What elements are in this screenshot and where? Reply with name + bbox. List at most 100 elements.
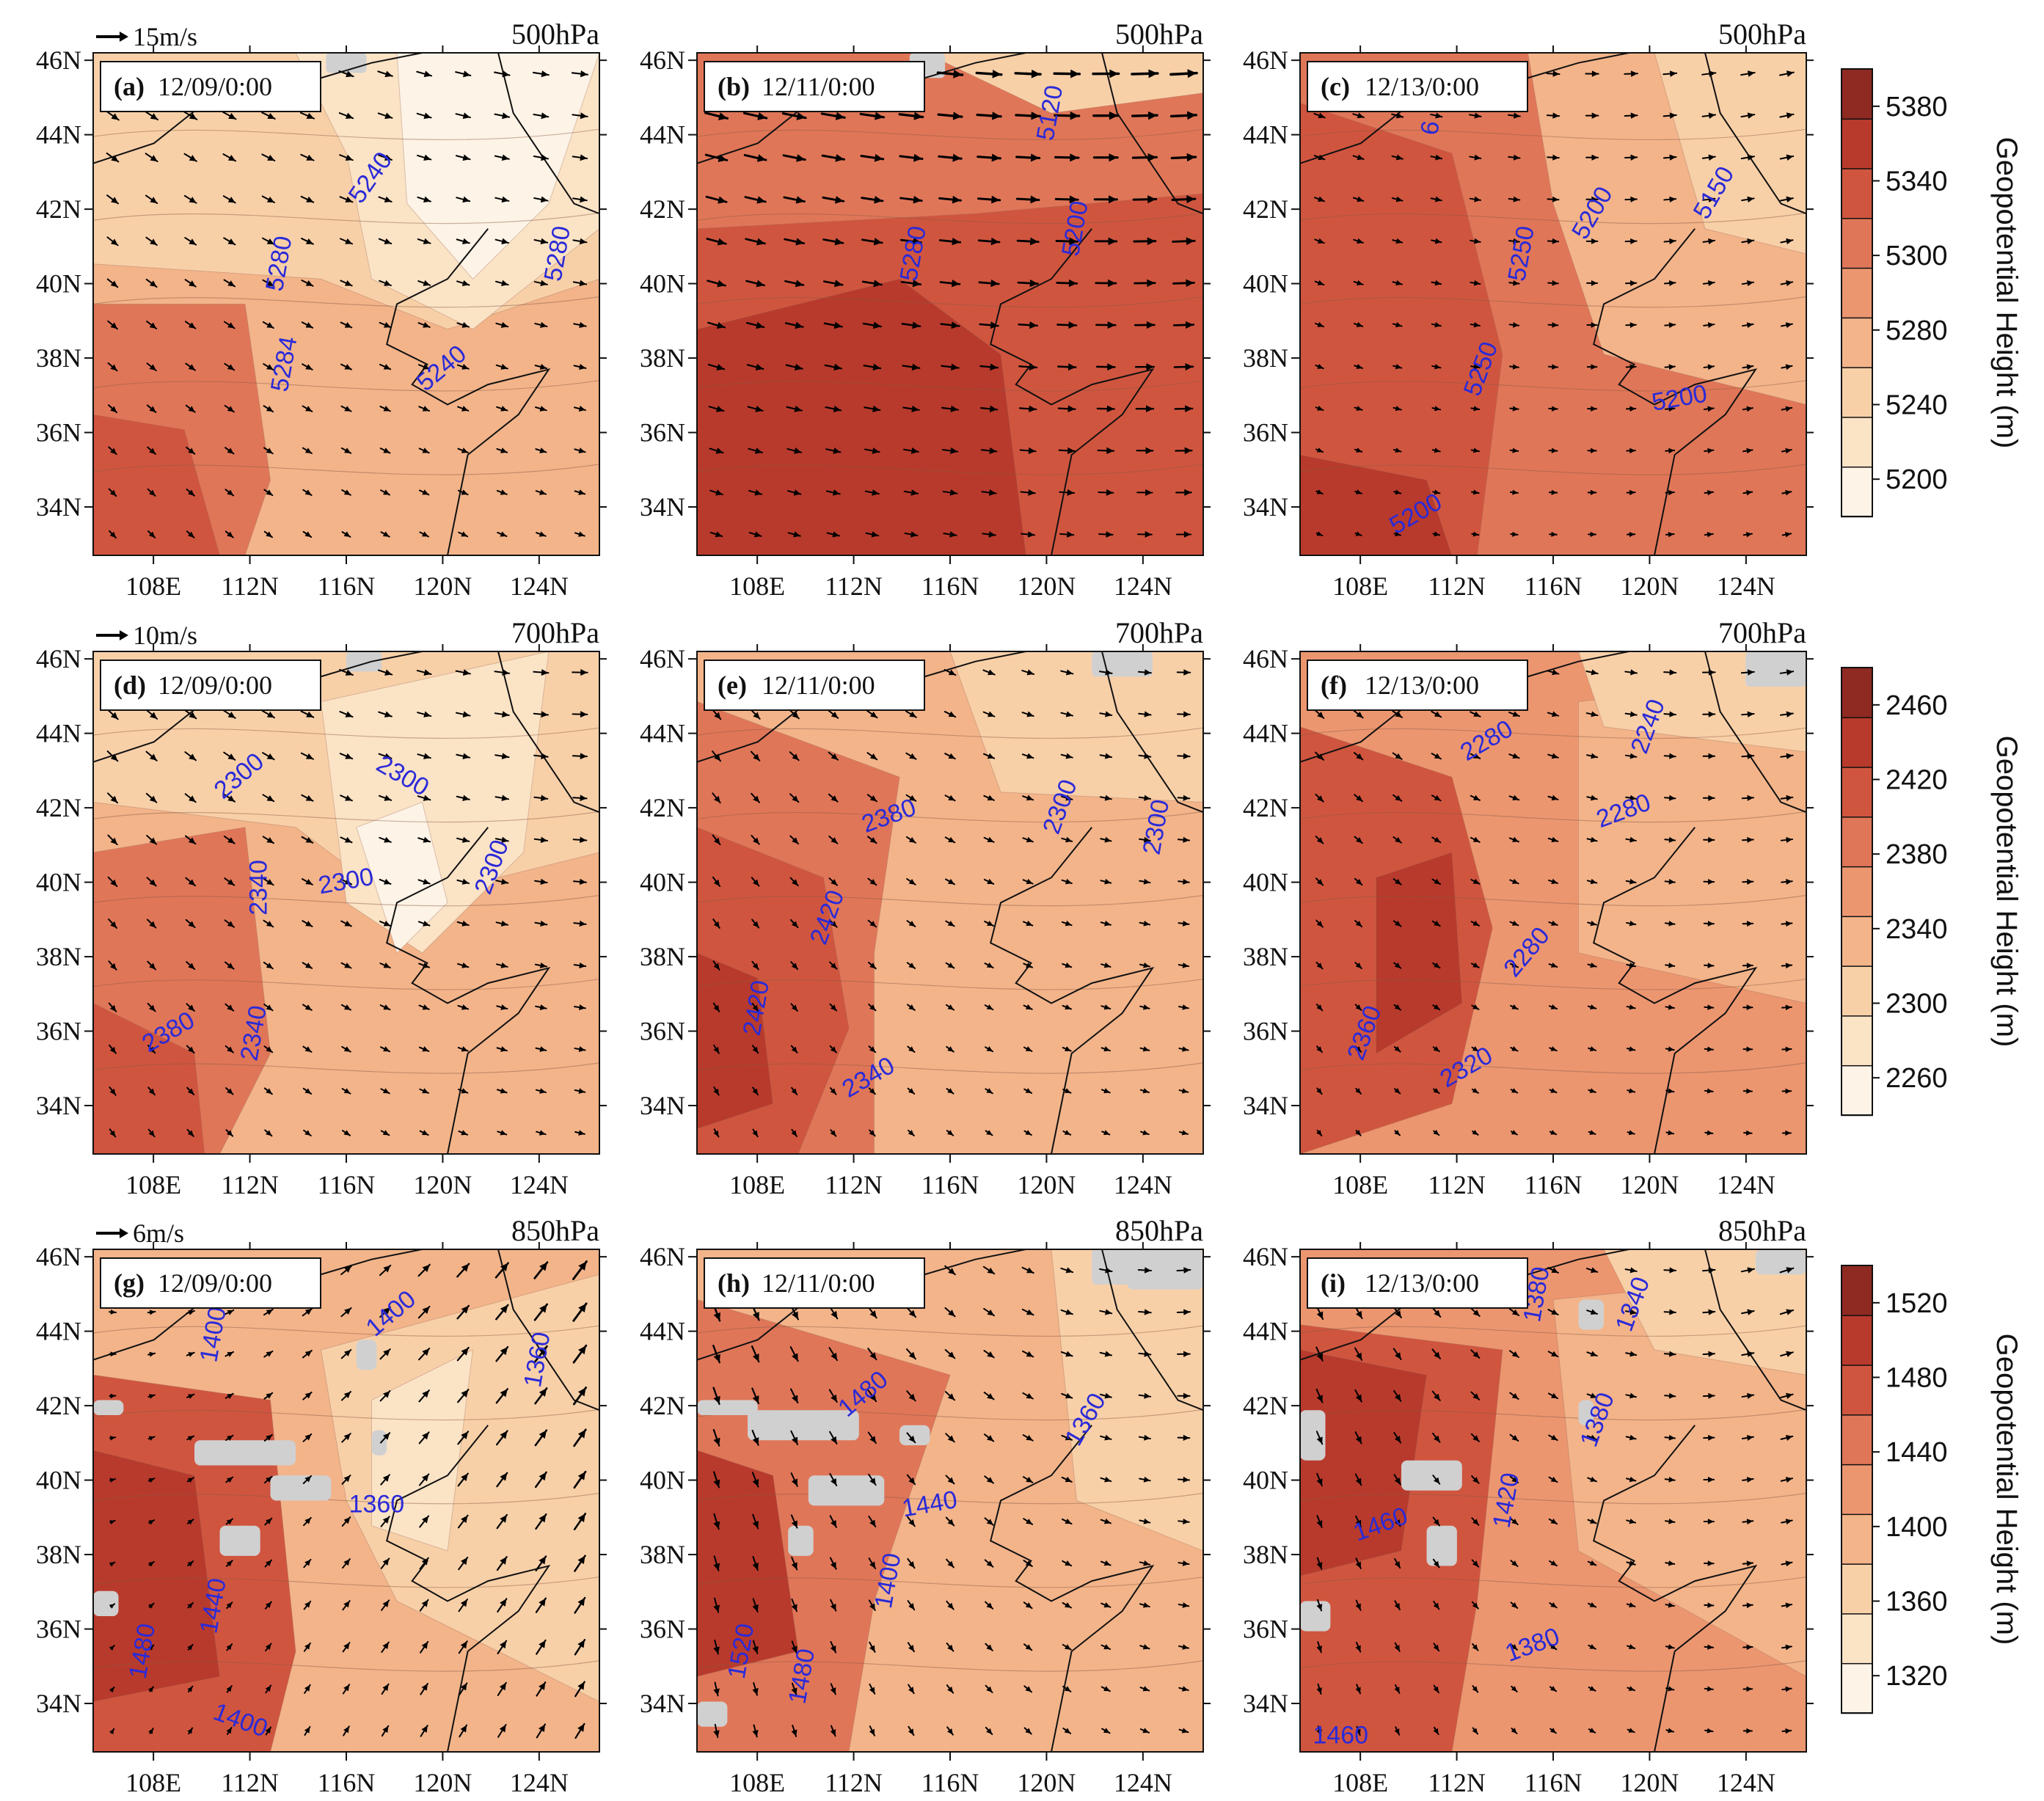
- wind-arrowhead: [306, 154, 314, 161]
- wind-arrowhead: [1512, 364, 1519, 370]
- wind-arrowhead: [713, 1354, 720, 1363]
- wind-arrowhead: [756, 280, 764, 288]
- wind-arrowhead: [1472, 1435, 1479, 1442]
- wind-arrowhead: [1472, 962, 1479, 968]
- wind-arrowhead: [578, 406, 585, 412]
- y-tick-label: 34N: [640, 1689, 685, 1718]
- x-tick-label: 116N: [1525, 1170, 1583, 1199]
- wind-arrowhead: [830, 1519, 836, 1527]
- wind-arrowhead: [1669, 669, 1676, 676]
- wind-arrowhead: [188, 879, 195, 886]
- wind-arrowhead: [1144, 1351, 1151, 1357]
- wind-arrowhead: [1433, 1602, 1439, 1610]
- wind-arrowhead: [1708, 238, 1715, 245]
- contour-line: [93, 380, 599, 392]
- wind-arrowhead: [500, 1599, 507, 1607]
- pressure-level-title: 500hPa: [1115, 18, 1203, 51]
- wind-arrowhead: [1143, 920, 1150, 927]
- wind-arrowhead: [266, 962, 273, 969]
- wind-arrowhead: [461, 321, 470, 328]
- wind-arrowhead: [1511, 1560, 1518, 1566]
- wind-arrowhead: [305, 921, 313, 927]
- wind-arrowhead: [947, 1560, 954, 1568]
- wind-arrowhead: [304, 1684, 310, 1692]
- wind-arrowhead: [188, 1004, 194, 1012]
- wind-arrowhead: [794, 405, 802, 412]
- wind-arrowhead: [580, 711, 588, 718]
- wind-arrowhead: [345, 238, 353, 244]
- y-tick-label: 36N: [640, 1615, 685, 1644]
- wind-arrowhead: [948, 1309, 955, 1317]
- wind-arrowhead: [1785, 1519, 1792, 1525]
- x-tick-label: 112N: [1428, 1170, 1486, 1199]
- wind-arrowhead: [226, 1727, 232, 1734]
- wind-arrowhead: [1185, 363, 1193, 371]
- x-tick-label: 116N: [318, 571, 376, 601]
- wind-arrowhead: [752, 1646, 759, 1654]
- wind-arrowhead: [1183, 1434, 1190, 1441]
- wind-arrowhead: [1511, 1392, 1519, 1400]
- wind-arrowhead: [834, 196, 844, 204]
- wind-arrowhead: [1186, 153, 1196, 162]
- wind-arrowhead: [423, 920, 430, 927]
- wind-arrowhead: [948, 753, 955, 759]
- wind-arrowhead: [188, 322, 196, 329]
- terrain-patch: [1756, 1249, 1806, 1275]
- wind-arrowhead: [1316, 962, 1323, 969]
- wind-arrowhead: [539, 1598, 546, 1607]
- wind-arrowhead: [266, 1130, 272, 1136]
- wind-arrowhead: [1433, 1519, 1439, 1526]
- wind-arrowhead: [1512, 406, 1519, 412]
- wind-arrowhead: [150, 712, 158, 719]
- contour-fill: [1300, 454, 1453, 555]
- panel-date: 12/09/0:00: [158, 1268, 272, 1298]
- wind-arrowhead: [1629, 322, 1636, 329]
- wind-arrowhead: [1065, 920, 1072, 927]
- wind-arrowhead: [1355, 1130, 1361, 1136]
- wind-arrowhead: [1027, 531, 1035, 538]
- wind-arrowhead: [990, 237, 999, 246]
- wind-arrowhead: [1355, 1687, 1361, 1694]
- panel-tag-box: [704, 660, 925, 711]
- wind-arrowhead: [1026, 836, 1033, 843]
- x-tick-label: 108E: [125, 1170, 181, 1199]
- contour-fill: [1300, 102, 1503, 555]
- wind-arrowhead: [1355, 879, 1362, 885]
- wind-arrowhead: [1472, 1560, 1479, 1567]
- panel-tag-box: [100, 61, 321, 112]
- wind-arrowhead: [1551, 1351, 1558, 1357]
- wind-arrowhead: [1668, 1046, 1674, 1052]
- wind-arrowhead: [1316, 447, 1324, 453]
- wind-arrowhead: [1394, 1004, 1401, 1010]
- wind-arrowhead: [869, 1603, 875, 1610]
- wind-arrowhead: [111, 155, 119, 162]
- wind-arrowhead: [713, 1688, 720, 1696]
- colorbar-title: Geopotential Height (m): [1990, 736, 2023, 1048]
- wind-arrowhead: [1746, 1130, 1752, 1136]
- wind-arrowhead: [1395, 878, 1401, 885]
- y-tick-label: 42N: [1243, 1391, 1288, 1420]
- wind-arrowhead: [1590, 1476, 1596, 1482]
- wind-arrowhead: [1065, 1309, 1073, 1315]
- wind-arrowhead: [986, 1088, 993, 1094]
- wind-arrowhead: [577, 1513, 585, 1522]
- wind-arrowhead: [461, 1431, 469, 1439]
- wind-arrowhead: [1142, 1088, 1150, 1094]
- wind-arrowhead: [1630, 154, 1638, 161]
- wind-arrowhead: [304, 1643, 310, 1650]
- wind-arrowhead: [1065, 1046, 1071, 1052]
- wind-arrowhead: [1029, 279, 1038, 288]
- wind-arrowhead: [1669, 1351, 1676, 1357]
- colorbar-frame: [1841, 667, 1873, 1116]
- wind-arrowhead: [421, 1684, 428, 1691]
- contour-line: [697, 1325, 1203, 1337]
- wind-arrowhead: [1395, 836, 1402, 843]
- x-tick-label: 120N: [1620, 1170, 1679, 1199]
- wind-arrowhead: [1065, 1602, 1071, 1608]
- wind-arrowhead: [382, 1433, 390, 1440]
- wind-arrowhead: [1707, 322, 1715, 329]
- wind-arrowhead: [1550, 1518, 1558, 1524]
- wind-arrowhead: [1025, 1560, 1032, 1567]
